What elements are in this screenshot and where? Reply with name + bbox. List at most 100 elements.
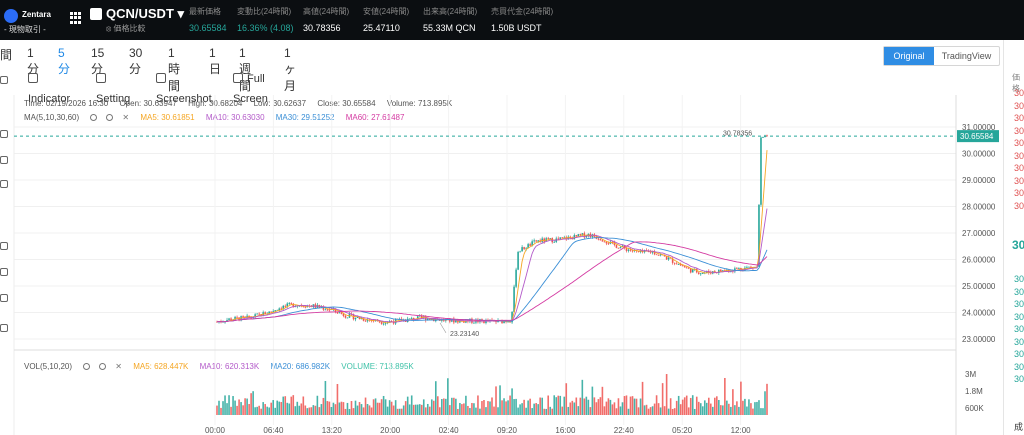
volume-bar (332, 402, 335, 415)
ask-price[interactable]: 30.6 (1014, 150, 1024, 161)
bid-price[interactable]: 30.6 (1014, 286, 1024, 297)
volume-bar (617, 398, 620, 415)
volume-bar (521, 403, 523, 415)
volume-bar (230, 406, 232, 415)
volume-bar (308, 407, 311, 415)
tab-30m[interactable]: 30分 (129, 46, 143, 76)
volume-bar (418, 404, 421, 415)
volume-bar (268, 407, 270, 415)
candle-body (426, 318, 429, 321)
tab-5m[interactable]: 5分 (58, 46, 71, 76)
tab-1m[interactable]: 1分 (27, 46, 40, 76)
eye-icon[interactable] (90, 114, 98, 121)
bid-price[interactable]: 30.6 (1014, 336, 1024, 347)
bid-price[interactable]: 30.6 (1014, 299, 1024, 309)
ma60-value: MA60: 27.61487 (345, 113, 405, 122)
ask-price[interactable]: 30.6 (1014, 175, 1024, 186)
ask-price[interactable]: 30.6 (1014, 188, 1024, 198)
candle-body (709, 272, 712, 274)
fullscreen-button[interactable]: Full Screen (233, 69, 268, 105)
volume-bar (402, 405, 405, 415)
candle-body (746, 266, 748, 268)
ask-price[interactable]: 30.6 (1014, 200, 1024, 211)
volume-bar (439, 407, 441, 415)
bid-price[interactable]: 30.6 (1014, 374, 1024, 384)
candle-body (503, 321, 505, 324)
original-view-button[interactable]: Original (884, 47, 934, 65)
volume-bar (613, 402, 616, 415)
order-book-mid-price: 30 (1012, 238, 1024, 252)
volume-bar (334, 404, 337, 415)
tab-15m[interactable]: 15分 (91, 46, 105, 76)
candle-body (324, 309, 327, 311)
lines-tool-icon[interactable] (0, 156, 8, 164)
volume-bar (736, 401, 738, 415)
volume-bar (647, 408, 650, 415)
tradingview-view-button[interactable]: TradingView (941, 51, 992, 61)
tab-interval-partial[interactable]: 間 (0, 48, 13, 62)
trash-icon[interactable] (0, 324, 8, 332)
eye-icon[interactable] (83, 363, 91, 370)
volume-bar (224, 395, 226, 415)
gear-icon[interactable] (106, 114, 114, 121)
circle-tool-icon[interactable] (0, 130, 8, 138)
close-icon[interactable]: ✕ (122, 113, 130, 122)
bid-price[interactable]: 30.6 (1014, 349, 1024, 359)
ohlc-open: Open: 30.63947 (119, 99, 177, 108)
price-compare-link[interactable]: ⦻ 価格比較 (106, 24, 146, 33)
ask-price[interactable]: 30.6 (1014, 138, 1024, 148)
crosshair-icon[interactable] (0, 76, 8, 84)
ask-price[interactable]: 30.6 (1014, 113, 1024, 123)
candle-body (222, 321, 224, 323)
screenshot-button[interactable]: Screenshot (156, 69, 212, 105)
close-icon[interactable]: ✕ (115, 362, 122, 371)
measure-tool-icon[interactable] (0, 268, 8, 276)
ask-price[interactable]: 30.6 (1014, 163, 1024, 173)
volume-bar (533, 403, 535, 415)
volume-bar (689, 397, 692, 415)
candle-body (627, 249, 630, 251)
candle-body (683, 266, 686, 268)
moving-average-lines (216, 150, 768, 324)
eye-tool-icon[interactable] (0, 294, 8, 302)
candlestick-chart[interactable]: 31.00000 30.00000 29.00000 28.00000 27.00000… (0, 95, 1003, 435)
volume-bar (762, 408, 764, 415)
bid-price[interactable]: 30.6 (1014, 311, 1024, 322)
pair-selector[interactable]: QCN/USDT ▾ (106, 6, 185, 21)
candle-body (226, 319, 228, 322)
gear-icon[interactable] (99, 363, 107, 370)
candle-body (270, 311, 272, 313)
volume-bar (481, 401, 483, 415)
ask-price[interactable]: 30.6 (1014, 88, 1024, 98)
volume-bar (505, 401, 507, 415)
pencil-tool-icon[interactable] (0, 242, 8, 250)
candle-body (675, 263, 678, 265)
volume-bar (416, 404, 419, 415)
volume-bar (298, 405, 301, 415)
tab-1d[interactable]: 1日 (209, 46, 222, 76)
trades-tab-label[interactable]: 成 (1014, 422, 1024, 432)
setting-button[interactable]: Setting (96, 69, 130, 105)
volume-bar (388, 400, 391, 415)
vol-ma5-value: MA5: 628.447K (133, 362, 189, 371)
tab-1h[interactable]: 1時間 (168, 46, 181, 93)
indicator-button[interactable]: Indicator (28, 69, 70, 105)
candle-body (254, 314, 256, 318)
triangle-tool-icon[interactable] (0, 180, 8, 188)
bid-price[interactable]: 30.6 (1014, 324, 1024, 334)
ma30-value: MA30: 29.51252 (275, 113, 335, 122)
volume-bar (256, 406, 258, 415)
volume-bar (220, 407, 222, 415)
candle-body (533, 240, 535, 242)
ask-price[interactable]: 30.6 (1014, 125, 1024, 136)
ask-price[interactable]: 30.6 (1014, 100, 1024, 111)
bid-price[interactable]: 30.6 (1014, 274, 1024, 284)
brand-logo[interactable]: Zentara - 現物取引 - (0, 5, 64, 35)
bid-price[interactable]: 30.6 (1014, 361, 1024, 372)
apps-grid-icon[interactable] (70, 12, 82, 24)
price-tick-label: 31.00000 (962, 123, 996, 132)
tab-1mo[interactable]: 1ヶ月 (284, 46, 297, 93)
candle-body (344, 315, 347, 318)
volume-bar (758, 400, 760, 415)
volume-tick-label: 1.8M (965, 387, 983, 396)
